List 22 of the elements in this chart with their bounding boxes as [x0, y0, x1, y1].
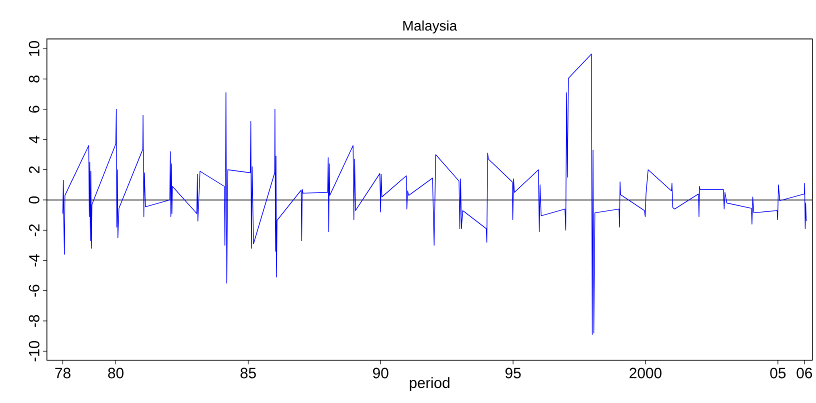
x-tick-label: 90: [373, 368, 388, 378]
y-tick-label: 6: [28, 106, 40, 113]
y-tick-label: 10: [28, 40, 40, 56]
y-tick-label: -10: [28, 340, 40, 362]
y-tick-label: 2: [28, 166, 40, 174]
chart-title: Malaysia: [403, 20, 458, 34]
x-tick-label: 80: [108, 368, 124, 378]
y-tick-label: 4: [29, 136, 40, 144]
y-tick-label: -4: [29, 254, 40, 266]
x-axis-title: period: [410, 377, 450, 391]
x-tick-label: 2000: [630, 368, 662, 378]
x-tick-label: 85: [240, 368, 256, 378]
y-tick-label: -8: [28, 314, 40, 327]
y-tick-label: -2: [28, 224, 40, 236]
line-series: [62, 54, 807, 335]
x-tick-label: 05: [770, 368, 786, 378]
x-tick-label: 78: [55, 368, 70, 378]
y-tick-label: 8: [28, 75, 40, 82]
x-tick-label: 95: [505, 368, 521, 378]
x-tick-label: 06: [796, 368, 812, 378]
y-tick-label: 0: [28, 196, 40, 204]
y-tick-label: -6: [28, 284, 40, 297]
